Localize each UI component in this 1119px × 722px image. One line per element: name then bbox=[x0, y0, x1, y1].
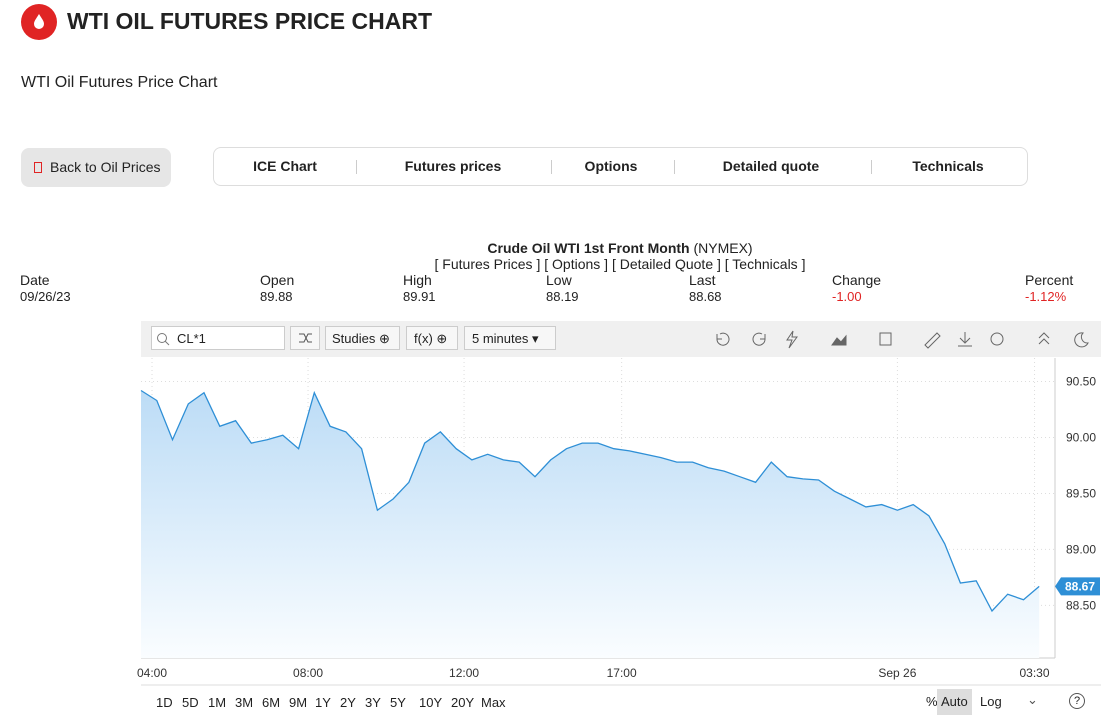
scale-option[interactable]: % bbox=[926, 694, 938, 709]
tab[interactable]: Detailed quote bbox=[722, 158, 820, 174]
quote-value: -1.12% bbox=[1025, 289, 1067, 304]
exchange: (NYMEX) bbox=[693, 240, 753, 256]
quote-link[interactable]: [ Technicals ] bbox=[724, 256, 806, 272]
y-tick-label: 89.00 bbox=[1066, 542, 1096, 556]
range-button[interactable]: 6M bbox=[262, 695, 281, 710]
page-title: WTI OIL FUTURES PRICE CHART bbox=[67, 8, 433, 34]
last-price: 88.67 bbox=[1065, 579, 1095, 593]
range-button[interactable]: 5Y bbox=[390, 695, 406, 710]
quote-value: 89.88 bbox=[260, 289, 293, 304]
quote-label: Open bbox=[260, 272, 295, 288]
quote-value: 89.91 bbox=[403, 289, 436, 304]
search-icon bbox=[157, 333, 170, 346]
back-label: Back to Oil Prices bbox=[50, 159, 161, 175]
symbol-input[interactable]: CL*1 bbox=[151, 326, 285, 350]
quote-title: Crude Oil WTI 1st Front Month bbox=[487, 240, 690, 256]
quote-link[interactable]: [ Detailed Quote ] bbox=[611, 256, 721, 272]
quote-link[interactable]: [ Futures Prices ] bbox=[434, 256, 541, 272]
range-button[interactable]: 3Y bbox=[365, 695, 381, 710]
quote-value: 88.68 bbox=[689, 289, 722, 304]
chart-type-icon[interactable] bbox=[831, 334, 847, 346]
range-button[interactable]: Max bbox=[481, 695, 506, 710]
quote-label: Last bbox=[689, 272, 716, 288]
x-tick-label: 03:30 bbox=[1019, 666, 1049, 680]
tool-icons bbox=[716, 330, 1089, 349]
range-button[interactable]: 1Y bbox=[315, 695, 331, 710]
range-button[interactable]: 10Y bbox=[419, 695, 443, 710]
shuffle-icon bbox=[299, 333, 312, 343]
tab-separator bbox=[674, 160, 675, 174]
tab[interactable]: Technicals bbox=[912, 158, 984, 174]
x-tick-label: 12:00 bbox=[449, 666, 479, 680]
fx-button[interactable]: f(x) ⊕ bbox=[406, 326, 458, 350]
y-tick-label: 90.00 bbox=[1066, 430, 1096, 444]
interval-label: 5 minutes bbox=[472, 331, 529, 346]
quote-label: Percent bbox=[1025, 272, 1074, 288]
back-icon bbox=[34, 162, 42, 173]
range-button[interactable]: 1M bbox=[208, 695, 227, 710]
theme-icon[interactable] bbox=[1074, 332, 1089, 348]
pen-icon[interactable] bbox=[924, 332, 941, 349]
fx-label: f(x) bbox=[414, 331, 433, 346]
last-price-badge bbox=[1055, 577, 1100, 596]
quote-title-row: Crude Oil WTI 1st Front Month (NYMEX) bbox=[0, 240, 1119, 256]
quote-label: Date bbox=[20, 272, 50, 288]
scale-option[interactable]: Log bbox=[980, 694, 1002, 709]
tab-separator bbox=[356, 160, 357, 174]
tab[interactable]: ICE Chart bbox=[253, 158, 317, 174]
quote-value: -1.00 bbox=[832, 289, 862, 304]
collapse-icon[interactable] bbox=[1038, 332, 1050, 345]
studies-label: Studies bbox=[332, 331, 376, 346]
interval-button[interactable]: 5 minutes ▾ bbox=[464, 326, 556, 350]
tab-separator bbox=[871, 160, 872, 174]
area bbox=[141, 390, 1040, 658]
quote-value: 88.19 bbox=[546, 289, 579, 304]
x-tick-label: Sep 26 bbox=[878, 666, 916, 680]
quote-links: [ Futures Prices ] [ Options ] [ Detaile… bbox=[0, 256, 1119, 272]
help-icon[interactable]: ? bbox=[1069, 693, 1085, 709]
expand-icon[interactable]: ⌄ bbox=[1027, 692, 1038, 707]
quote-label: Low bbox=[546, 272, 572, 288]
logo bbox=[21, 4, 57, 40]
undo-icon[interactable] bbox=[716, 332, 730, 346]
x-tick-label: 17:00 bbox=[607, 666, 637, 680]
download-icon[interactable] bbox=[958, 332, 972, 347]
quote-label: Change bbox=[832, 272, 882, 288]
tab[interactable]: Futures prices bbox=[404, 158, 502, 174]
y-tick-label: 90.50 bbox=[1066, 375, 1096, 389]
redo-icon[interactable] bbox=[752, 332, 766, 346]
tab-bar bbox=[213, 147, 1028, 186]
x-tick-label: 04:00 bbox=[137, 666, 167, 680]
compare-button[interactable] bbox=[290, 326, 320, 350]
range-button[interactable]: 9M bbox=[289, 695, 308, 710]
back-button[interactable]: Back to Oil Prices bbox=[21, 148, 171, 187]
x-tick-label: 08:00 bbox=[293, 666, 323, 680]
y-tick-label: 88.50 bbox=[1066, 598, 1096, 612]
layout-icon[interactable] bbox=[879, 332, 892, 346]
y-tick-label: 89.50 bbox=[1066, 486, 1096, 500]
quote-value: 09/26/23 bbox=[20, 289, 71, 304]
price-line bbox=[140, 389, 1040, 613]
subtitle: WTI Oil Futures Price Chart bbox=[21, 74, 218, 91]
range-button[interactable]: 5D bbox=[182, 695, 199, 710]
scale-option[interactable]: Auto bbox=[937, 689, 972, 715]
range-button[interactable]: 3M bbox=[235, 695, 254, 710]
range-button[interactable]: 20Y bbox=[451, 695, 475, 710]
quote-link[interactable]: [ Options ] bbox=[544, 256, 609, 272]
symbol: CL*1 bbox=[177, 331, 206, 346]
settings-icon[interactable] bbox=[990, 332, 1004, 346]
range-button[interactable]: 1D bbox=[156, 695, 173, 710]
tab-separator bbox=[551, 160, 552, 174]
tab[interactable]: Options bbox=[584, 158, 638, 174]
draw-icon[interactable] bbox=[786, 330, 798, 349]
studies-button[interactable]: Studies ⊕ bbox=[325, 326, 400, 350]
range-button[interactable]: 2Y bbox=[340, 695, 356, 710]
quote-label: High bbox=[403, 272, 432, 288]
